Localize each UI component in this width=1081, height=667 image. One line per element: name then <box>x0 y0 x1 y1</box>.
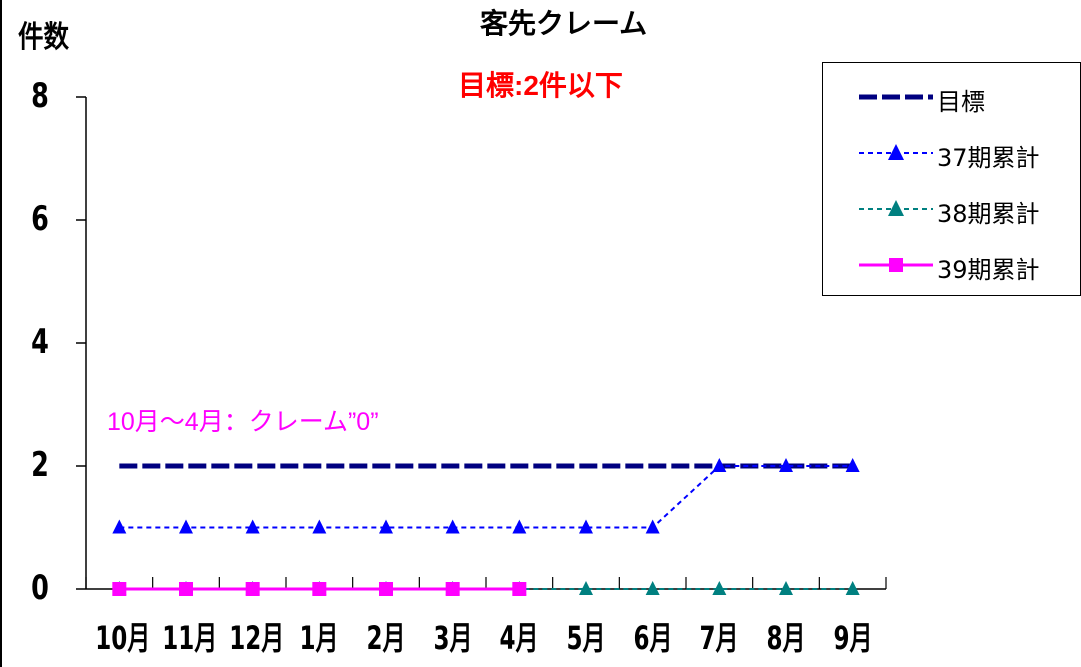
annotation-no-claims: 10月～4月：クレーム”0” <box>107 408 379 436</box>
y-tick-label: 4 <box>31 322 49 362</box>
legend-item-39: 39期累計 <box>823 245 1078 285</box>
data-point-1-5 <box>445 519 460 534</box>
y-tick-label: 8 <box>31 76 49 116</box>
data-point-1-6 <box>512 519 527 534</box>
x-tick-label: 2月 <box>366 619 406 657</box>
data-point-2-7 <box>579 581 593 595</box>
data-point-1-4 <box>379 519 393 534</box>
data-point-2-10 <box>779 581 793 595</box>
data-point-3-5 <box>445 582 460 596</box>
y-tick-label: 6 <box>31 199 49 239</box>
legend-swatch-37 <box>859 144 933 160</box>
x-tick-label: 5月 <box>566 619 606 657</box>
data-point-3-4 <box>379 582 393 596</box>
x-tick-label: 8月 <box>766 619 806 657</box>
data-point-1-8 <box>645 519 660 534</box>
data-point-1-7 <box>579 519 593 534</box>
data-point-1-1 <box>179 519 193 534</box>
data-point-2-9 <box>712 581 727 595</box>
legend-swatch-39 <box>859 258 933 272</box>
data-point-1-11 <box>845 458 860 472</box>
data-point-1-9 <box>712 458 727 472</box>
legend-label-target: 目標 <box>937 88 985 116</box>
x-tick-label: 11月 <box>162 619 218 657</box>
y-axis-label: 件数 <box>18 20 69 55</box>
x-tick-label: 1月 <box>299 619 339 657</box>
x-tick-label: 6月 <box>633 619 673 657</box>
data-point-3-2 <box>245 582 260 596</box>
data-point-2-8 <box>645 581 660 595</box>
x-tick-label: 3月 <box>433 619 473 657</box>
chart-title: 客先クレーム <box>480 7 648 40</box>
data-point-3-3 <box>312 582 327 596</box>
legend-label-38: 38期累計 <box>937 200 1040 228</box>
x-tick-label: 4月 <box>499 619 539 657</box>
axes <box>76 96 887 590</box>
legend-label-37: 37期累計 <box>937 144 1040 172</box>
legend-item-37: 37期累計 <box>823 133 1078 173</box>
data-point-3-0 <box>112 582 127 596</box>
legend: 目標 37期累計 38期累計 39期累計 <box>822 62 1081 296</box>
x-tick-label: 10月 <box>95 619 151 657</box>
chart-subtitle: 目標:2件以下 <box>458 70 623 101</box>
data-point-2-11 <box>845 581 860 595</box>
x-tick-label: 12月 <box>228 619 285 657</box>
data-point-3-6 <box>512 582 527 596</box>
y-tick-label: 0 <box>31 568 49 608</box>
legend-label-39: 39期累計 <box>937 256 1040 284</box>
series-layer <box>112 458 860 596</box>
legend-swatch-38 <box>859 200 933 216</box>
legend-swatch-target <box>859 94 933 100</box>
data-point-1-0 <box>112 519 127 534</box>
series-line-1 <box>119 465 853 529</box>
data-point-3-1 <box>179 582 193 596</box>
data-point-1-2 <box>245 519 260 534</box>
x-tick-label: 7月 <box>699 619 739 657</box>
left-border <box>0 0 2 667</box>
data-point-1-3 <box>312 519 327 534</box>
legend-item-38: 38期累計 <box>823 189 1078 229</box>
data-point-1-10 <box>779 458 793 472</box>
y-tick-label: 2 <box>31 445 49 485</box>
x-tick-label: 9月 <box>833 619 873 657</box>
legend-item-target: 目標 <box>823 77 1078 117</box>
